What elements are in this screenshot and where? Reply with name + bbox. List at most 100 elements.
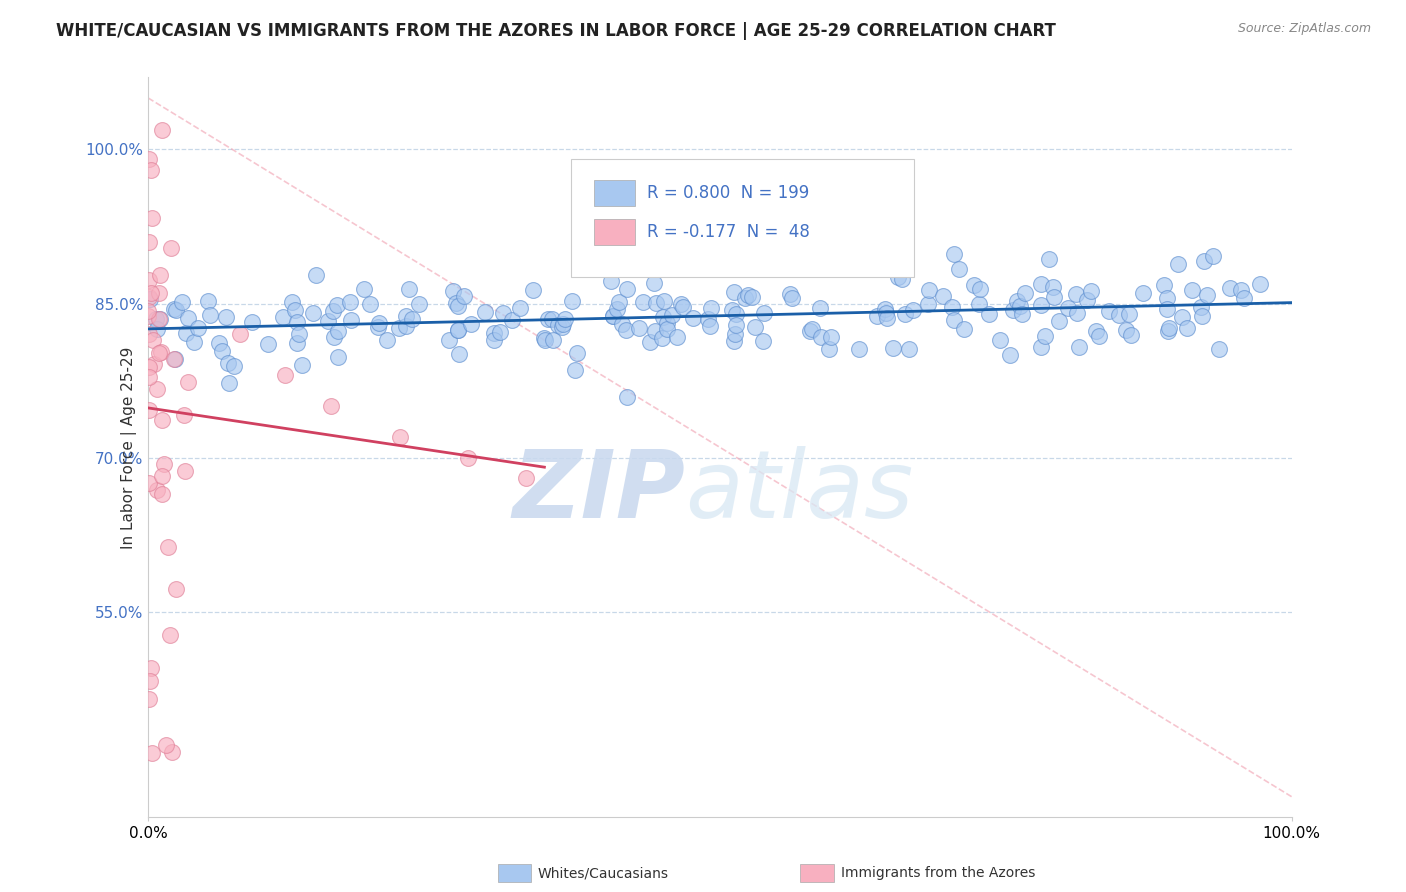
Point	[724, 326, 747, 341]
Point	[148, 346, 170, 360]
Point	[1230, 283, 1253, 297]
Point	[655, 316, 678, 330]
Point	[1080, 284, 1102, 298]
Point	[173, 409, 195, 423]
Text: atlas: atlas	[686, 446, 914, 537]
Point	[943, 313, 966, 327]
Point	[628, 321, 651, 335]
Point	[177, 311, 200, 326]
Point	[156, 540, 179, 554]
Point	[138, 370, 160, 384]
Point	[1066, 306, 1088, 320]
Point	[197, 294, 219, 309]
Point	[143, 358, 166, 372]
Point	[808, 301, 831, 316]
Point	[1156, 324, 1178, 338]
Point	[1157, 321, 1180, 335]
Point	[321, 399, 343, 413]
Point	[240, 315, 263, 329]
Point	[654, 293, 676, 308]
Point	[903, 302, 925, 317]
Point	[1011, 307, 1033, 321]
Point	[284, 303, 307, 318]
Point	[160, 241, 183, 255]
Point	[875, 306, 897, 320]
Point	[183, 334, 205, 349]
Point	[917, 296, 939, 310]
Point	[882, 341, 904, 355]
Point	[1171, 310, 1194, 325]
Point	[890, 271, 912, 285]
Point	[141, 747, 163, 761]
Point	[688, 260, 710, 274]
Point	[136, 303, 159, 318]
Point	[150, 468, 173, 483]
Point	[848, 343, 870, 357]
Point	[484, 333, 506, 347]
Point	[326, 324, 349, 338]
Point	[1108, 308, 1130, 322]
Point	[208, 336, 231, 351]
Point	[887, 270, 910, 285]
Point	[149, 268, 172, 282]
Point	[782, 291, 804, 305]
Point	[699, 318, 721, 333]
Point	[721, 303, 744, 318]
Point	[606, 301, 628, 316]
Point	[322, 330, 344, 344]
Point	[948, 262, 970, 277]
Point	[273, 310, 295, 325]
Point	[565, 345, 588, 359]
Point	[1084, 324, 1107, 338]
Point	[187, 321, 209, 335]
Point	[943, 247, 966, 261]
Point	[288, 326, 311, 341]
Point	[474, 305, 496, 319]
Point	[1119, 327, 1142, 342]
Point	[979, 307, 1001, 321]
Point	[553, 317, 575, 331]
Point	[145, 483, 167, 497]
Point	[138, 403, 160, 417]
Point	[1047, 314, 1070, 328]
FancyBboxPatch shape	[595, 179, 636, 206]
Point	[166, 582, 188, 596]
Point	[388, 321, 411, 335]
Point	[437, 333, 460, 347]
Point	[138, 152, 160, 166]
Point	[322, 304, 344, 318]
Point	[159, 628, 181, 642]
Point	[398, 282, 420, 296]
Point	[153, 457, 176, 471]
Point	[754, 306, 776, 320]
Point	[602, 309, 624, 323]
Point	[149, 311, 172, 326]
Point	[1057, 301, 1080, 316]
Point	[441, 285, 464, 299]
Point	[810, 330, 832, 344]
Point	[551, 320, 574, 334]
Point	[1115, 323, 1137, 337]
Point	[163, 351, 186, 366]
Point	[1189, 300, 1212, 314]
Point	[866, 310, 889, 324]
Point	[1029, 277, 1052, 292]
Point	[274, 368, 297, 383]
Point	[290, 358, 312, 372]
Point	[359, 297, 381, 311]
Point	[1156, 302, 1178, 317]
Point	[173, 464, 195, 478]
Point	[281, 295, 304, 310]
Point	[1156, 291, 1178, 305]
Point	[375, 333, 398, 347]
FancyBboxPatch shape	[571, 159, 914, 277]
Point	[1153, 277, 1175, 292]
Point	[138, 235, 160, 249]
Point	[138, 327, 160, 342]
Point	[1005, 294, 1028, 309]
Point	[367, 320, 389, 334]
Point	[340, 313, 363, 327]
Point	[1038, 252, 1060, 267]
Point	[447, 323, 470, 337]
Point	[1181, 284, 1204, 298]
